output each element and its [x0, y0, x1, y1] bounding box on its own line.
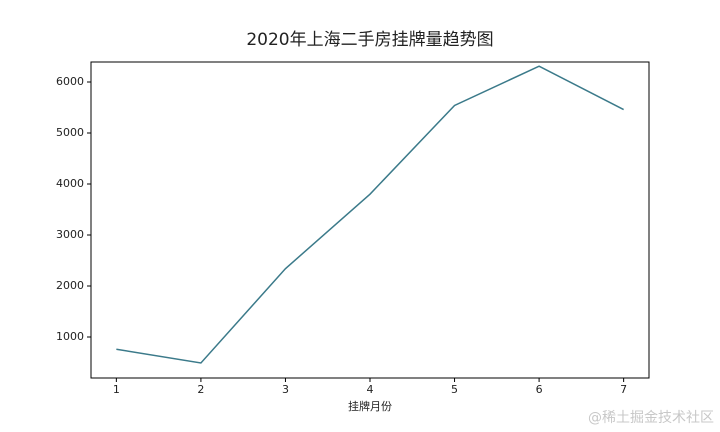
plot-frame	[90, 61, 650, 379]
x-tick-label: 3	[282, 383, 289, 396]
y-tick-label: 6000	[56, 75, 84, 88]
y-tick-label: 1000	[56, 330, 84, 343]
x-tick-label: 7	[620, 383, 627, 396]
y-tick-label: 2000	[56, 279, 84, 292]
x-tick-label: 1	[113, 383, 120, 396]
chart-title: 2020年上海二手房挂牌量趋势图	[246, 30, 493, 50]
y-tick-label: 4000	[56, 177, 84, 190]
y-tick-label: 3000	[56, 228, 84, 241]
x-tick-label: 4	[367, 383, 374, 396]
watermark: @稀土掘金技术社区	[588, 410, 714, 426]
x-axis-label: 挂牌月份	[348, 399, 392, 413]
x-tick-label: 6	[536, 383, 543, 396]
x-tick-label: 2	[197, 383, 204, 396]
line-series	[116, 65, 624, 364]
y-tick-label: 5000	[56, 126, 84, 139]
x-tick-label: 5	[451, 383, 458, 396]
